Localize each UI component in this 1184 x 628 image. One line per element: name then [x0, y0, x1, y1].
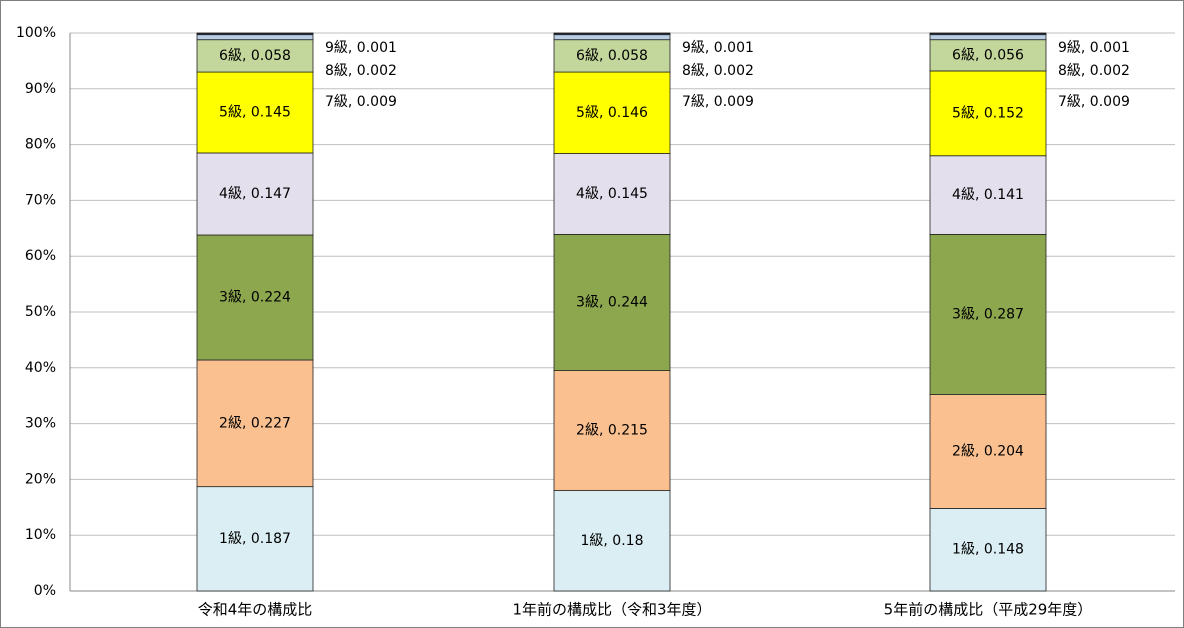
data-label: 5級, 0.146 — [576, 105, 648, 121]
data-label: 5級, 0.152 — [952, 105, 1024, 121]
y-tick-label: 60% — [25, 248, 56, 264]
bar-segment — [196, 359, 314, 488]
y-tick-label: 100% — [16, 25, 56, 41]
data-label: 2級, 0.204 — [952, 444, 1024, 460]
bar-segment — [553, 490, 671, 592]
y-tick-label: 70% — [25, 192, 56, 208]
y-tick-label: 50% — [25, 304, 56, 320]
bar-segment — [196, 486, 314, 592]
data-label: 8級, 0.002 — [1058, 63, 1130, 79]
data-label: 7級, 0.009 — [325, 94, 397, 110]
bar-segment — [929, 34, 1047, 41]
data-label: 7級, 0.009 — [1058, 94, 1130, 110]
y-tick-label: 0% — [34, 583, 56, 599]
bar-segment — [196, 39, 314, 73]
bar-segment — [553, 32, 671, 34]
y-tick-label: 10% — [25, 527, 56, 543]
x-tick-label: 5年前の構成比（平成29年度） — [884, 601, 1093, 619]
bar-segment — [929, 70, 1047, 157]
data-label: 9級, 0.001 — [325, 40, 397, 56]
bar-segment — [929, 155, 1047, 235]
data-label: 4級, 0.147 — [219, 186, 291, 202]
data-label: 8級, 0.002 — [682, 63, 754, 79]
data-label: 9級, 0.001 — [1058, 40, 1130, 56]
data-label: 3級, 0.224 — [219, 289, 291, 305]
x-tick-label: 1年前の構成比（令和3年度） — [512, 601, 711, 619]
bar-segment — [553, 234, 671, 371]
data-label: 4級, 0.145 — [576, 186, 648, 202]
data-label: 2級, 0.215 — [576, 423, 648, 439]
y-tick-label: 40% — [25, 360, 56, 376]
bar-segment — [553, 39, 671, 73]
data-label: 2級, 0.227 — [219, 415, 291, 431]
y-tick-label: 90% — [25, 81, 56, 97]
bar-segment — [196, 152, 314, 236]
data-label: 3級, 0.287 — [952, 307, 1024, 323]
bar-segment — [929, 32, 1047, 34]
data-label: 7級, 0.009 — [682, 94, 754, 110]
data-label: 6級, 0.058 — [219, 48, 291, 64]
bar-segment — [553, 370, 671, 491]
data-label: 9級, 0.001 — [682, 40, 754, 56]
data-label: 3級, 0.244 — [576, 295, 648, 311]
bar-segment — [553, 71, 671, 154]
bar-segment — [929, 234, 1047, 395]
data-label: 4級, 0.141 — [952, 187, 1024, 203]
bar-segment — [196, 32, 314, 34]
bar-segment — [553, 34, 671, 41]
bar-segment — [929, 394, 1047, 509]
bar-segment — [929, 508, 1047, 592]
y-tick-label: 80% — [25, 137, 56, 153]
data-label: 1級, 0.148 — [952, 542, 1024, 558]
data-label: 6級, 0.058 — [576, 48, 648, 64]
data-label: 5級, 0.145 — [219, 105, 291, 121]
data-label: 8級, 0.002 — [325, 63, 397, 79]
bar-segment — [196, 71, 314, 154]
data-label: 6級, 0.056 — [952, 47, 1024, 63]
y-tick-label: 20% — [25, 471, 56, 487]
y-tick-label: 30% — [25, 416, 56, 432]
data-label: 1級, 0.187 — [219, 531, 291, 547]
bar-segment — [196, 234, 314, 361]
data-label: 1級, 0.18 — [581, 533, 644, 549]
bar-segment — [196, 34, 314, 41]
bar-segment — [553, 153, 671, 235]
x-tick-label: 令和4年の構成比 — [198, 601, 313, 619]
bar-segment — [929, 39, 1047, 72]
